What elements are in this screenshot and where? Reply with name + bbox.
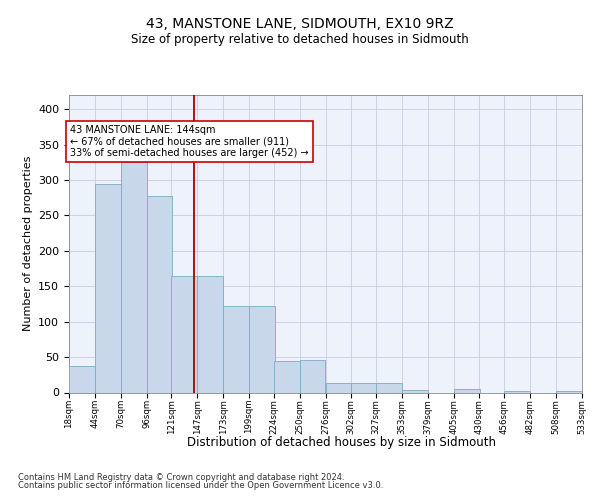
Bar [249, 306, 275, 392]
Bar [352, 382, 377, 392]
Text: Contains public sector information licensed under the Open Government Licence v3: Contains public sector information licen… [18, 481, 383, 490]
Bar [95, 184, 121, 392]
Y-axis label: Number of detached properties: Number of detached properties [23, 156, 32, 332]
Text: 43 MANSTONE LANE: 144sqm
← 67% of detached houses are smaller (911)
33% of semi-: 43 MANSTONE LANE: 144sqm ← 67% of detach… [70, 124, 308, 158]
Bar [172, 276, 197, 392]
Bar [299, 360, 325, 392]
Bar [402, 390, 428, 392]
Bar [197, 276, 223, 392]
Bar [376, 382, 402, 392]
Bar [556, 391, 582, 392]
Text: Distribution of detached houses by size in Sidmouth: Distribution of detached houses by size … [187, 436, 497, 449]
Bar [223, 306, 249, 392]
Text: Size of property relative to detached houses in Sidmouth: Size of property relative to detached ho… [131, 32, 469, 46]
Text: 43, MANSTONE LANE, SIDMOUTH, EX10 9RZ: 43, MANSTONE LANE, SIDMOUTH, EX10 9RZ [146, 18, 454, 32]
Bar [274, 362, 299, 392]
Bar [454, 389, 479, 392]
Bar [69, 366, 95, 392]
Bar [121, 162, 146, 392]
Bar [505, 391, 530, 392]
Bar [325, 384, 352, 392]
Text: Contains HM Land Registry data © Crown copyright and database right 2024.: Contains HM Land Registry data © Crown c… [18, 472, 344, 482]
Bar [146, 196, 172, 392]
